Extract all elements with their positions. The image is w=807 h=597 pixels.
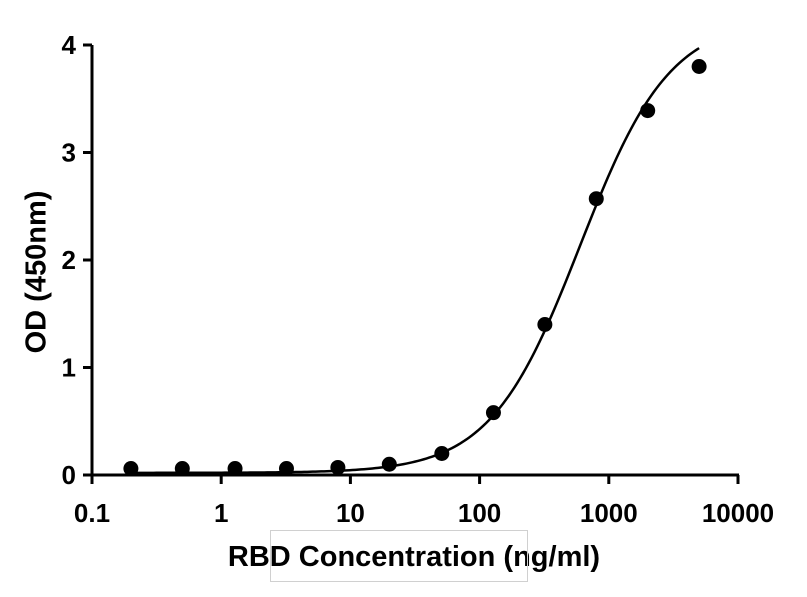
data-point xyxy=(123,461,139,477)
x-tick-label: 10 xyxy=(336,498,365,528)
y-axis-title: OD (450nm) xyxy=(21,191,53,354)
x-tick-label: 0.1 xyxy=(74,498,110,528)
y-axis-ticks: 0 1 2 3 4 xyxy=(62,30,92,490)
data-point xyxy=(691,59,707,74)
y-tick-label: 3 xyxy=(62,138,76,168)
y-tick-label: 0 xyxy=(62,460,76,490)
x-tick-label: 10000 xyxy=(702,498,774,528)
x-axis-title-frame xyxy=(270,530,528,582)
data-point xyxy=(485,405,501,421)
data-point xyxy=(640,103,656,119)
x-tick-label: 1000 xyxy=(580,498,638,528)
data-point xyxy=(434,446,450,461)
data-point xyxy=(330,459,346,475)
data-point xyxy=(227,461,243,477)
x-axis-title: RBD Concentration (ng/ml) xyxy=(228,541,600,573)
data-point xyxy=(381,456,397,472)
data-points xyxy=(123,59,707,477)
x-tick-label: 100 xyxy=(458,498,501,528)
data-point xyxy=(174,461,190,477)
data-point xyxy=(588,191,604,207)
y-tick-label: 2 xyxy=(62,245,76,275)
y-tick-label: 1 xyxy=(62,353,76,383)
data-point xyxy=(537,317,553,332)
x-tick-label: 1 xyxy=(214,498,228,528)
data-point xyxy=(278,461,294,477)
x-axis-ticks: 0.1 1 10 100 1000 10000 xyxy=(74,475,774,528)
y-tick-label: 4 xyxy=(62,30,77,60)
fit-curve xyxy=(130,47,700,475)
